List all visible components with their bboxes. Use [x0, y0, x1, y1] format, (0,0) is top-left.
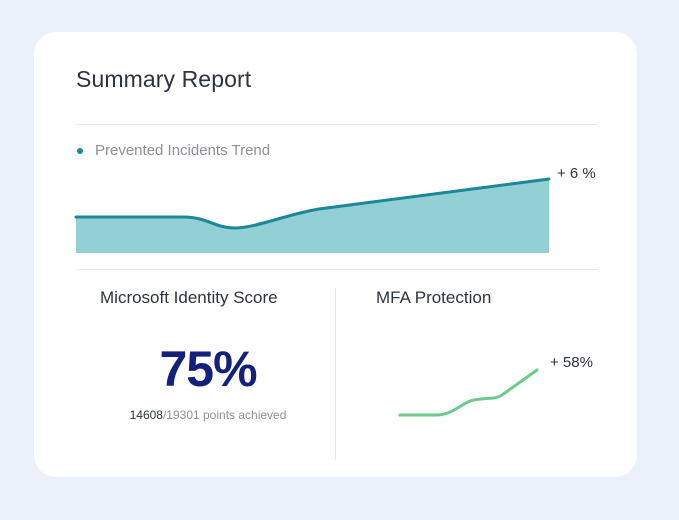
incidents-trend-chart: [74, 177, 551, 253]
trend-area: [76, 179, 549, 253]
column-divider: [335, 288, 336, 460]
points-total: /19301 points achieved: [162, 408, 287, 422]
section-divider: [76, 269, 598, 270]
identity-score-title: Microsoft Identity Score: [100, 288, 278, 307]
card-title: Summary Report: [76, 66, 252, 92]
mfa-trend-line: [398, 368, 539, 417]
title-divider: [76, 124, 598, 125]
mfa-protection-title: MFA Protection: [376, 288, 492, 307]
trend-legend-label: Prevented Incidents Trend: [95, 142, 271, 159]
summary-report-card: Summary Report Prevented Incidents Trend…: [34, 32, 637, 477]
mfa-trend-chart: [398, 368, 539, 417]
legend-dot-icon: [77, 147, 83, 154]
identity-score-points: 14608/19301 points achieved: [100, 408, 316, 422]
mfa-change-value: + 58%: [550, 354, 593, 371]
trend-legend: Prevented Incidents Trend: [76, 142, 270, 159]
trend-line: [74, 177, 551, 230]
trend-change-value: + 6 %: [557, 165, 596, 182]
points-achieved: 14608: [129, 408, 163, 422]
identity-score-percent: 75%: [159, 341, 257, 397]
